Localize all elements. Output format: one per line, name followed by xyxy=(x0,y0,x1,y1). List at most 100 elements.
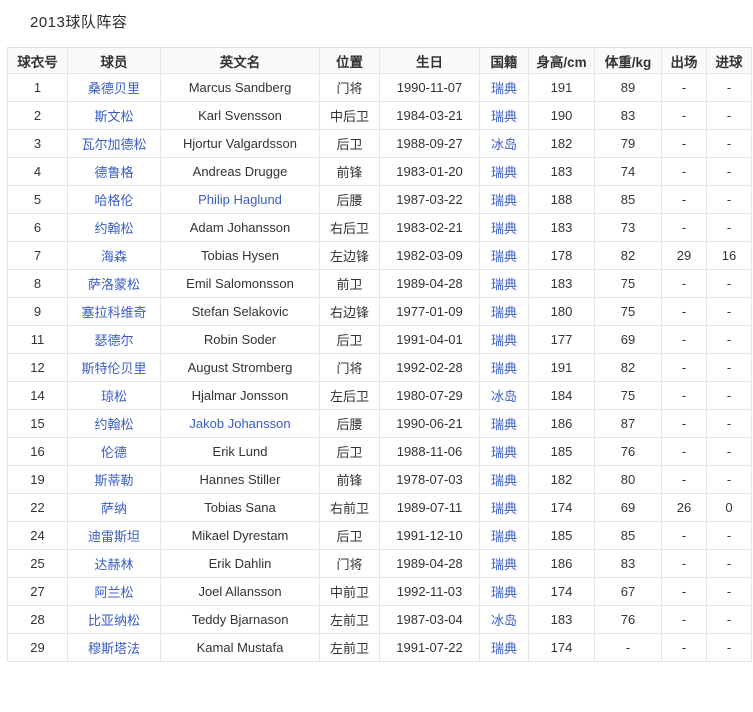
player-name-link[interactable]: 哈格伦 xyxy=(94,193,134,208)
nationality-cell: 瑞典 xyxy=(479,437,529,466)
en_name-cell: Tobias Sana xyxy=(160,493,320,522)
nationality-link[interactable]: 瑞典 xyxy=(490,193,517,208)
apps-text: - xyxy=(681,584,687,599)
player-name-link[interactable]: 比亚纳松 xyxy=(87,613,140,628)
height-text: 188 xyxy=(550,192,573,207)
player-name-link[interactable]: 斯文松 xyxy=(94,109,134,124)
birthday-text: 1991-04-01 xyxy=(396,332,463,347)
nationality-link[interactable]: 瑞典 xyxy=(490,81,517,96)
player-name-link[interactable]: 琼松 xyxy=(100,389,127,404)
weight-cell: 75 xyxy=(594,269,662,298)
nationality-cell: 瑞典 xyxy=(479,269,529,298)
height-text: 174 xyxy=(550,640,573,655)
player-name-link[interactable]: 穆斯塔法 xyxy=(87,641,140,656)
en_name-cell: Emil Salomonsson xyxy=(160,269,320,298)
birthday-text: 1988-09-27 xyxy=(396,136,463,151)
nationality-link[interactable]: 瑞典 xyxy=(490,529,517,544)
nationality-cell: 瑞典 xyxy=(479,101,529,130)
player-name-link[interactable]: 瑟德尔 xyxy=(94,333,134,348)
apps-text: - xyxy=(681,80,687,95)
nationality-link[interactable]: 冰岛 xyxy=(490,137,517,152)
nationality-link[interactable]: 瑞典 xyxy=(490,473,517,488)
nationality-link[interactable]: 瑞典 xyxy=(490,249,517,264)
goals-cell: - xyxy=(706,353,752,382)
nationality-link[interactable]: 瑞典 xyxy=(490,221,517,236)
en_name-cell: Hannes Stiller xyxy=(160,465,320,494)
player-name-link[interactable]: 约翰松 xyxy=(94,221,134,236)
table-row: 3 瓦尔加德松 Hjortur Valgardsson 后卫 1988-09-27 冰岛 1… xyxy=(7,129,752,158)
en_name-text: Andreas Drugge xyxy=(192,164,288,179)
apps-cell: - xyxy=(661,437,707,466)
nationality-link[interactable]: 瑞典 xyxy=(490,165,517,180)
nationality-link[interactable]: 瑞典 xyxy=(490,109,517,124)
en_name-cell: Hjalmar Jonsson xyxy=(160,381,320,410)
player-name-link[interactable]: 阿兰松 xyxy=(94,585,134,600)
number-cell: 14 xyxy=(7,381,68,410)
nationality-link[interactable]: 瑞典 xyxy=(490,445,517,460)
weight-text: 89 xyxy=(620,80,636,95)
player-name-link[interactable]: 斯特伦贝里 xyxy=(81,361,147,376)
position-cell: 前卫 xyxy=(319,269,380,298)
height-cell: 191 xyxy=(528,353,595,382)
nationality-link[interactable]: 冰岛 xyxy=(490,389,517,404)
position-text: 门将 xyxy=(336,361,363,376)
en_name-text: Robin Soder xyxy=(203,332,277,347)
player-name-link[interactable]: 海森 xyxy=(100,249,127,264)
nationality-link[interactable]: 瑞典 xyxy=(490,641,517,656)
number-text: 29 xyxy=(30,640,45,655)
player-name-link[interactable]: 迪雷斯坦 xyxy=(87,529,140,544)
player-name-link[interactable]: 伦德 xyxy=(100,445,127,460)
player-name-link[interactable]: 斯蒂勒 xyxy=(94,473,134,488)
number-cell: 3 xyxy=(7,129,68,158)
number-cell: 15 xyxy=(7,409,68,438)
player-cell: 萨洛蒙松 xyxy=(67,269,161,298)
player-cell: 瑟德尔 xyxy=(67,325,161,354)
english-name-link[interactable]: Philip Haglund xyxy=(198,192,282,207)
table-row: 27 阿兰松 Joel Allansson 中前卫 1992-11-03 瑞典 174 67 -… xyxy=(7,577,752,606)
goals-cell: - xyxy=(706,633,752,662)
nationality-link[interactable]: 瑞典 xyxy=(490,585,517,600)
player-name-link[interactable]: 瓦尔加德松 xyxy=(81,137,147,152)
weight-cell: 87 xyxy=(594,409,662,438)
height-text: 183 xyxy=(550,276,573,291)
nationality-link[interactable]: 瑞典 xyxy=(490,417,517,432)
player-name-link[interactable]: 萨纳 xyxy=(100,501,127,516)
birthday-cell: 1982-03-09 xyxy=(379,241,480,270)
nationality-link[interactable]: 瑞典 xyxy=(490,277,517,292)
birthday-text: 1992-02-28 xyxy=(396,360,463,375)
nationality-link[interactable]: 瑞典 xyxy=(490,557,517,572)
nationality-cell: 瑞典 xyxy=(479,73,529,102)
en_name-cell: Mikael Dyrestam xyxy=(160,521,320,550)
position-text: 后腰 xyxy=(336,193,363,208)
player-name-link[interactable]: 德鲁格 xyxy=(94,165,134,180)
apps-text: - xyxy=(681,640,687,655)
player-name-link[interactable]: 萨洛蒙松 xyxy=(87,277,140,292)
nationality-link[interactable]: 瑞典 xyxy=(490,333,517,348)
player-name-link[interactable]: 达赫林 xyxy=(94,557,134,572)
goals-cell: - xyxy=(706,129,752,158)
position-cell: 右前卫 xyxy=(319,493,380,522)
number-cell: 9 xyxy=(7,297,68,326)
apps-cell: - xyxy=(661,101,707,130)
player-name-link[interactable]: 塞拉科维奇 xyxy=(81,305,147,320)
birthday-text: 1989-07-11 xyxy=(396,500,463,515)
height-cell: 183 xyxy=(528,605,595,634)
weight-text: 75 xyxy=(620,304,636,319)
table-row: 11 瑟德尔 Robin Soder 后卫 1991-04-01 瑞典 177 69 - - xyxy=(7,325,752,354)
en_name-cell: Karl Svensson xyxy=(160,101,320,130)
nationality-link[interactable]: 瑞典 xyxy=(490,305,517,320)
number-cell: 2 xyxy=(7,101,68,130)
english-name-link[interactable]: Jakob Johansson xyxy=(189,416,291,431)
goals-text: - xyxy=(726,332,732,347)
player-cell: 比亚纳松 xyxy=(67,605,161,634)
column-header-player: 球员 xyxy=(67,47,161,74)
nationality-link[interactable]: 冰岛 xyxy=(490,613,517,628)
column-header-position: 位置 xyxy=(319,47,380,74)
apps-text: - xyxy=(681,164,687,179)
nationality-link[interactable]: 瑞典 xyxy=(490,501,517,516)
nationality-link[interactable]: 瑞典 xyxy=(490,361,517,376)
player-name-link[interactable]: 桑德贝里 xyxy=(87,81,140,96)
player-name-link[interactable]: 约翰松 xyxy=(94,417,134,432)
nationality-cell: 瑞典 xyxy=(479,409,529,438)
birthday-text: 1990-11-07 xyxy=(396,80,463,95)
